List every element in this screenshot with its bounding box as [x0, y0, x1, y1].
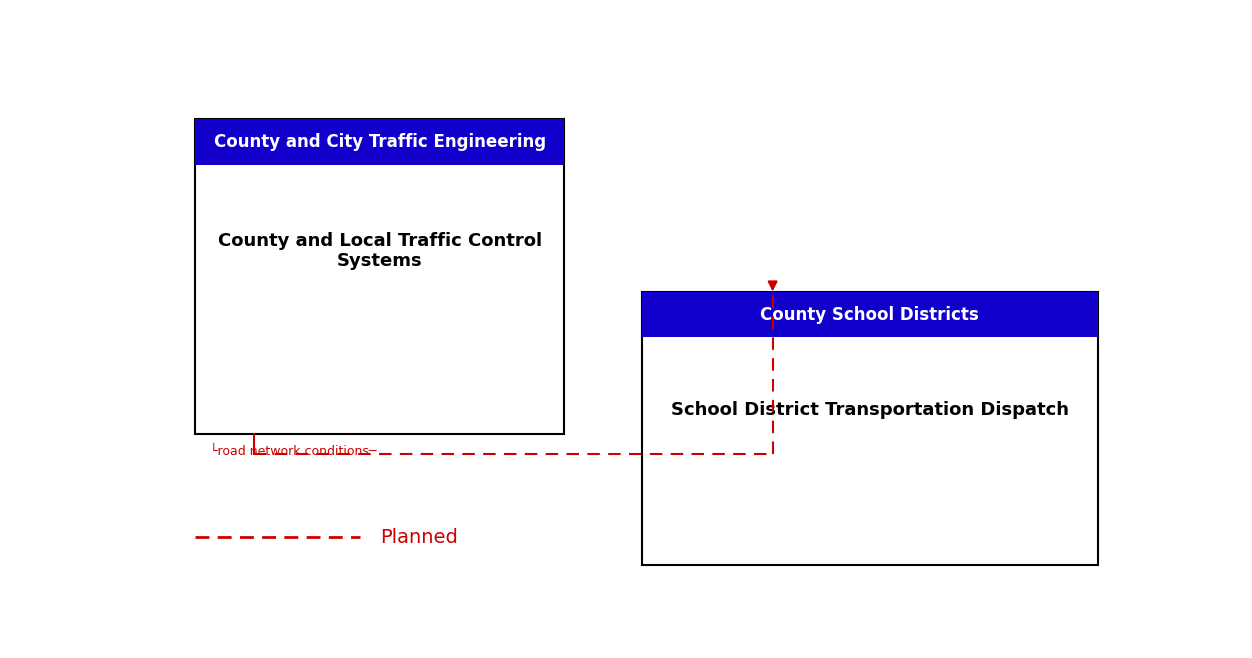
Text: School District Transportation Dispatch: School District Transportation Dispatch	[671, 401, 1069, 419]
Text: └road network conditions─: └road network conditions─	[210, 445, 377, 458]
Bar	[195, 120, 563, 434]
Text: County and City Traffic Engineering: County and City Traffic Engineering	[214, 134, 546, 151]
Text: Planned: Planned	[379, 528, 457, 547]
Bar	[641, 291, 1098, 565]
Text: County School Districts: County School Districts	[760, 305, 979, 324]
Bar	[195, 120, 563, 165]
Text: County and Local Traffic Control
Systems: County and Local Traffic Control Systems	[218, 232, 542, 270]
Bar	[641, 291, 1098, 338]
